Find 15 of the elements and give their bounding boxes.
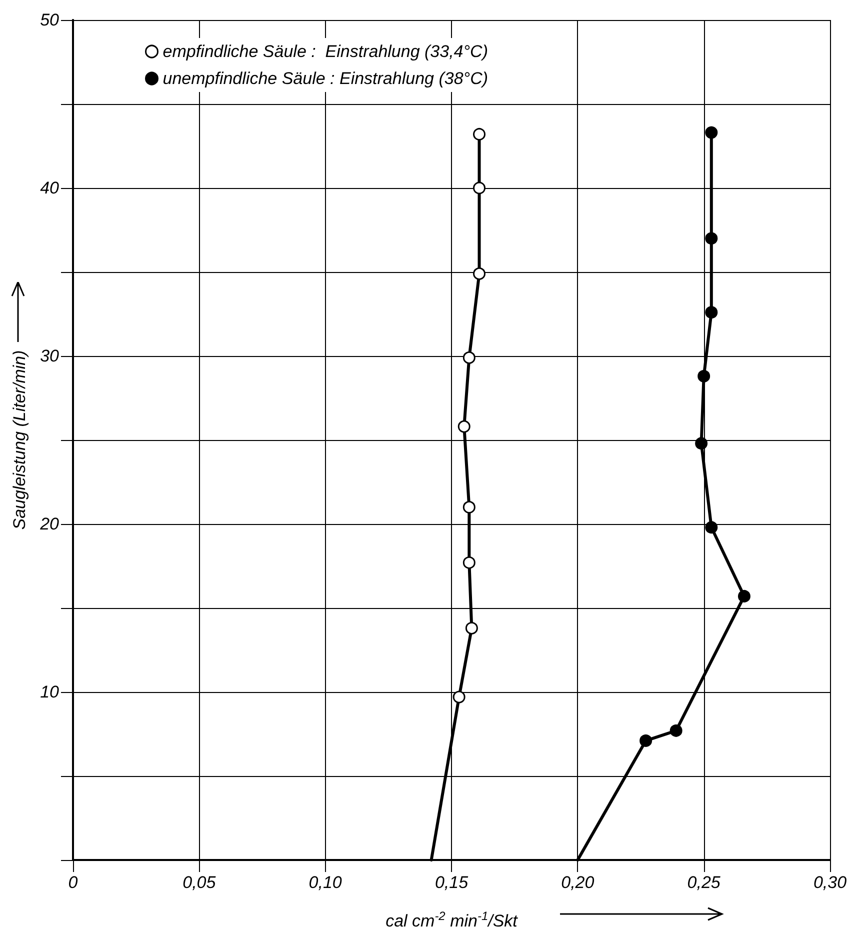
x-tick-label: 0,10 bbox=[308, 873, 342, 892]
y-tick-label: 50 bbox=[40, 10, 60, 30]
y-axis-title: Saugleistung (Liter/min) bbox=[10, 350, 29, 530]
x-tick-label: 0 bbox=[68, 873, 78, 892]
legend-label: empfindliche Säule : Einstrahlung (33,4°C) bbox=[162, 42, 488, 61]
y-tick-label: 10 bbox=[40, 682, 60, 702]
y-tick-label: 30 bbox=[40, 346, 60, 366]
x-tick-label: 0,15 bbox=[434, 873, 469, 892]
x-tick-label: 0,20 bbox=[561, 873, 595, 892]
y-tick-label: 40 bbox=[40, 178, 60, 198]
y-tick-label: 20 bbox=[39, 514, 60, 534]
x-tick-label: 0,05 bbox=[182, 873, 216, 892]
legend-label: unempfindliche Säule : Einstrahlung (38°C) bbox=[162, 69, 488, 88]
x-tick-label: 0,30 bbox=[813, 873, 848, 892]
x-tick-label: 0,25 bbox=[687, 873, 721, 892]
